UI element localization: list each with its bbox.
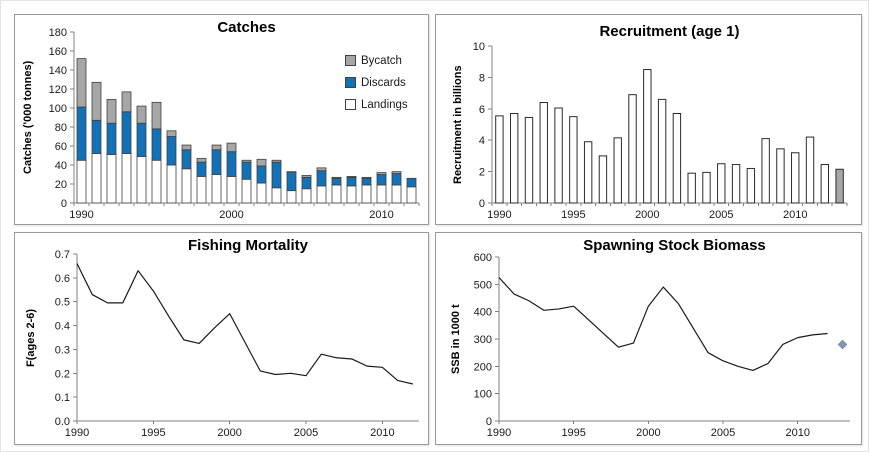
svg-text:0: 0: [479, 198, 485, 210]
svg-text:2010: 2010: [369, 209, 393, 221]
svg-text:2000: 2000: [635, 209, 659, 221]
discards-legend-label: Discards: [361, 76, 406, 89]
catches-title: Catches: [217, 19, 276, 36]
svg-text:1990: 1990: [69, 209, 93, 221]
ssb-y-axis-label: SSB in 1000 t: [450, 304, 462, 374]
landings-swatch: [345, 99, 356, 110]
legend-item-landings: Landings: [345, 98, 408, 111]
catches-legend: Bycatch Discards Landings: [345, 54, 408, 120]
svg-text:1990: 1990: [487, 209, 511, 221]
ssb-title: Spawning Stock Biomass: [583, 237, 766, 254]
recruitment-y-axis-label: Recruitment in billions: [452, 65, 464, 184]
bycatch-legend-label: Bycatch: [361, 54, 402, 67]
legend-item-bycatch: Bycatch: [345, 54, 408, 67]
svg-text:10: 10: [473, 41, 485, 53]
svg-text:1995: 1995: [141, 427, 165, 439]
svg-text:2000: 2000: [219, 209, 243, 221]
svg-text:1995: 1995: [561, 209, 585, 221]
svg-text:2010: 2010: [370, 427, 394, 439]
svg-text:1995: 1995: [561, 427, 585, 439]
svg-text:0: 0: [61, 198, 67, 210]
recruitment-title: Recruitment (age 1): [599, 23, 740, 40]
bycatch-swatch: [345, 55, 356, 66]
svg-text:80: 80: [55, 122, 67, 134]
svg-text:500: 500: [474, 279, 492, 291]
svg-text:2000: 2000: [636, 427, 660, 439]
legend-item-discards: Discards: [345, 76, 408, 89]
svg-text:2005: 2005: [294, 427, 318, 439]
ssb-chart-svg: 0 100 200 300 400 500 600 1990 1995 2000 2005 2010: [474, 252, 850, 439]
svg-text:2010: 2010: [783, 209, 807, 221]
svg-text:6: 6: [479, 104, 485, 116]
panel-fishing-mortality: 0.0 0.1 0.2 0.3 0.4 0.5 0.6 0.7 1990 1995 2000 2005…: [14, 232, 429, 445]
fishing-mortality-y-axis-label: F(ages 2-6): [25, 308, 37, 367]
panel-recruitment: 0 2 4 6 8 10 1990 1995 2000 2005 2010 Recruitment …: [435, 14, 862, 225]
svg-text:120: 120: [49, 84, 67, 96]
svg-text:20: 20: [55, 179, 67, 191]
svg-text:0.1: 0.1: [55, 392, 70, 404]
svg-text:200: 200: [474, 361, 492, 373]
panel-catches: 0 20 40 60 80 100 120 140 160 180 1990 2000 2010 Cat…: [14, 14, 429, 225]
svg-text:0.6: 0.6: [55, 273, 70, 285]
svg-text:140: 140: [49, 65, 67, 77]
svg-text:0.3: 0.3: [55, 344, 70, 356]
svg-text:400: 400: [474, 307, 492, 319]
svg-text:0.4: 0.4: [55, 321, 70, 333]
svg-text:0.5: 0.5: [55, 297, 70, 309]
discards-swatch: [345, 77, 356, 88]
svg-text:300: 300: [474, 334, 492, 346]
svg-text:0.2: 0.2: [55, 368, 70, 380]
svg-text:600: 600: [474, 252, 492, 264]
svg-text:2005: 2005: [709, 209, 733, 221]
panel-spawning-stock-biomass: 0 100 200 300 400 500 600 1990 1995 2000 2005 2010 …: [435, 232, 862, 445]
catches-y-axis-label: Catches ('000 tonnes): [22, 60, 34, 174]
svg-text:4: 4: [479, 135, 485, 147]
svg-text:40: 40: [55, 160, 67, 172]
landings-legend-label: Landings: [361, 98, 408, 111]
recruitment-chart-svg: 0 2 4 6 8 10 1990 1995 2000 2005 2010: [473, 41, 848, 221]
svg-text:2: 2: [479, 167, 485, 179]
svg-text:100: 100: [49, 103, 67, 115]
svg-text:0: 0: [486, 416, 492, 428]
svg-text:2005: 2005: [711, 427, 735, 439]
svg-text:180: 180: [49, 27, 67, 39]
svg-text:1990: 1990: [487, 427, 511, 439]
svg-text:100: 100: [474, 389, 492, 401]
fishing-mortality-title: Fishing Mortality: [188, 237, 308, 254]
svg-text:60: 60: [55, 141, 67, 153]
svg-text:2010: 2010: [785, 427, 809, 439]
svg-text:1990: 1990: [65, 427, 89, 439]
svg-text:0.0: 0.0: [55, 416, 70, 428]
svg-text:2000: 2000: [217, 427, 241, 439]
svg-text:8: 8: [479, 72, 485, 84]
svg-text:160: 160: [49, 46, 67, 58]
fishing-mortality-chart-svg: 0.0 0.1 0.2 0.3 0.4 0.5 0.6 0.7 1990 1995 2000 2005…: [55, 249, 419, 439]
catches-chart-svg: 0 20 40 60 80 100 120 140 160 180 1990 2000 2010: [49, 27, 420, 221]
svg-text:0.7: 0.7: [55, 249, 70, 261]
